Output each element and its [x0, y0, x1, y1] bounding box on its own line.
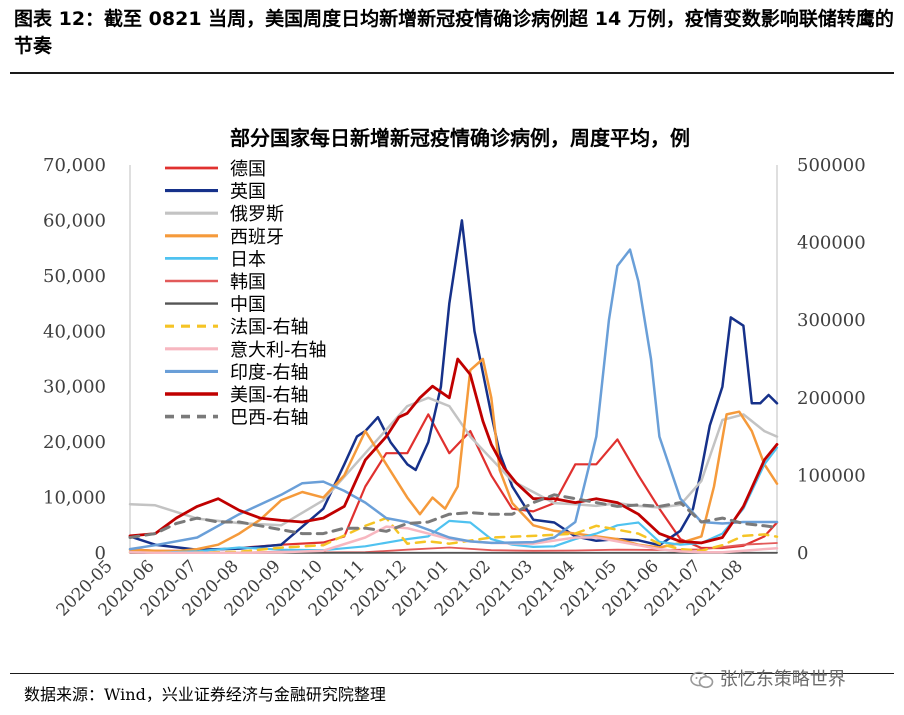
legend-label: 法国-右轴: [230, 317, 309, 338]
series-line-印度-右轴: [128, 248, 779, 551]
left-tick-label: 70,000: [43, 155, 106, 176]
legend-label: 韩国: [230, 272, 266, 293]
left-tick-label: 60,000: [43, 210, 106, 231]
series-line-巴西-右轴: [128, 493, 779, 539]
right-tick-label: 0: [797, 543, 808, 564]
legend-label: 西班牙: [230, 227, 284, 248]
series-line-西班牙: [128, 357, 779, 553]
legend-label: 日本: [230, 249, 266, 270]
series-group: [128, 219, 779, 555]
line-chart: 部分国家每日新增新冠疫情确诊病例，周度平均，例 0 10,000 20,000 30,…: [43, 126, 866, 620]
left-tick-label: 30,000: [43, 377, 106, 398]
wechat-icon: [690, 671, 714, 689]
left-tick-label: 50,000: [43, 266, 106, 287]
chart-title: 部分国家每日新增新冠疫情确诊病例，周度平均，例: [230, 126, 690, 150]
top-rule: [10, 72, 894, 74]
series-line-俄罗斯: [128, 396, 779, 527]
right-tick-label: 100000: [797, 465, 866, 486]
right-tick-label: 200000: [797, 388, 866, 409]
bottom-rule: [10, 673, 894, 674]
legend: 德国英国俄罗斯西班牙日本韩国中国法国-右轴意大利-右轴印度-右轴美国-右轴巴西-…: [165, 159, 327, 429]
legend-label: 美国-右轴: [230, 385, 309, 406]
legend-label: 巴西-右轴: [230, 408, 309, 429]
series-line-法国-右轴: [128, 516, 779, 554]
legend-label: 印度-右轴: [230, 362, 309, 383]
right-tick-label: 400000: [797, 233, 866, 254]
right-tick-label: 300000: [797, 310, 866, 331]
left-tick-label: 40,000: [43, 321, 106, 342]
legend-label: 意大利-右轴: [230, 340, 327, 361]
legend-label: 中国: [230, 295, 266, 316]
right-tick-label: 500000: [797, 155, 866, 176]
left-tick-label: 20,000: [43, 432, 106, 453]
left-tick-label: 10,000: [43, 488, 106, 509]
figure-title: 图表 12：截至 0821 当周，美国周度日均新增新冠疫情确诊病例超 14 万例…: [14, 8, 894, 57]
watermark: 张忆东策略世界: [690, 665, 846, 691]
watermark-text: 张忆东策略世界: [719, 669, 846, 690]
series-line-美国-右轴: [128, 357, 779, 545]
left-tick-label: 0: [95, 543, 106, 564]
source-note: 数据来源：Wind，兴业证券经济与金融研究院整理: [24, 685, 386, 704]
legend-label: 俄罗斯: [230, 204, 284, 225]
series-line-英国: [128, 219, 779, 551]
legend-label: 德国: [230, 159, 266, 180]
legend-label: 英国: [230, 182, 266, 203]
